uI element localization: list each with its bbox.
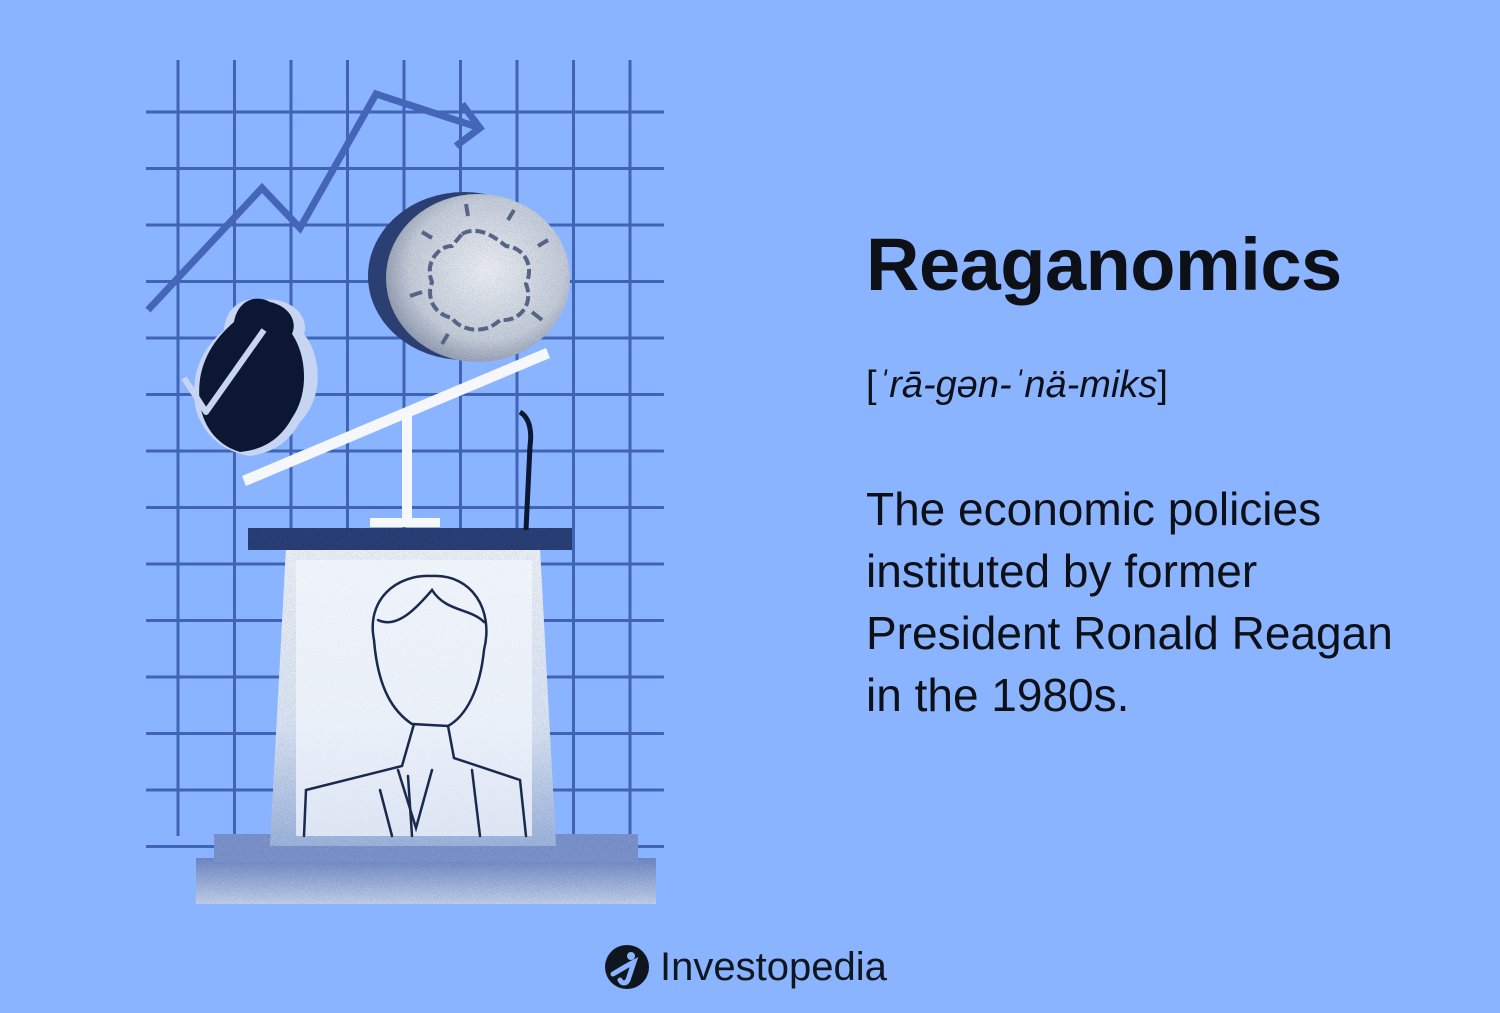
investopedia-logo: Investopedia	[604, 944, 887, 990]
definition-line: in the 1980s.	[866, 669, 1130, 721]
approval-badge-icon	[181, 298, 318, 456]
president-portrait-icon	[302, 574, 528, 838]
podium	[248, 528, 572, 846]
coin-icon	[368, 192, 570, 362]
pronunciation: [ˈrā-gən-ˈnä-miks]	[866, 364, 1168, 407]
definition-line: instituted by former	[866, 545, 1258, 597]
pronunciation-open-bracket: [	[866, 364, 877, 406]
definition-line: President Ronald Reagan	[866, 607, 1393, 659]
brand-name: Investopedia	[660, 944, 887, 989]
reaganomics-illustration	[145, 60, 664, 904]
definition-text: The economic policies instituted by form…	[866, 478, 1466, 726]
investopedia-i-icon	[605, 945, 649, 989]
balance-scale-icon	[242, 348, 550, 527]
podium-base	[196, 834, 656, 904]
page-title: Reaganomics	[866, 223, 1342, 306]
trend-arrow-icon	[145, 89, 485, 313]
pronunciation-text: ˈrā-gən-ˈnä-miks	[876, 364, 1158, 406]
pronunciation-close-bracket: ]	[1157, 364, 1168, 406]
microphone-icon	[518, 409, 534, 531]
definition-line: The economic policies	[866, 483, 1322, 535]
